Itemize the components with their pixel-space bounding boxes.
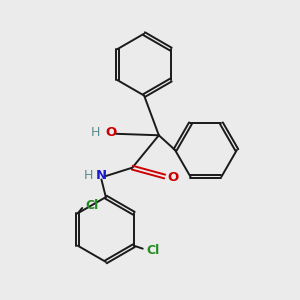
- Text: N: N: [96, 169, 107, 182]
- Text: O: O: [167, 172, 178, 184]
- Text: H: H: [90, 126, 100, 139]
- Text: Cl: Cl: [85, 199, 98, 212]
- Text: Cl: Cl: [146, 244, 160, 256]
- Text: H: H: [83, 169, 93, 182]
- Text: O: O: [105, 126, 116, 139]
